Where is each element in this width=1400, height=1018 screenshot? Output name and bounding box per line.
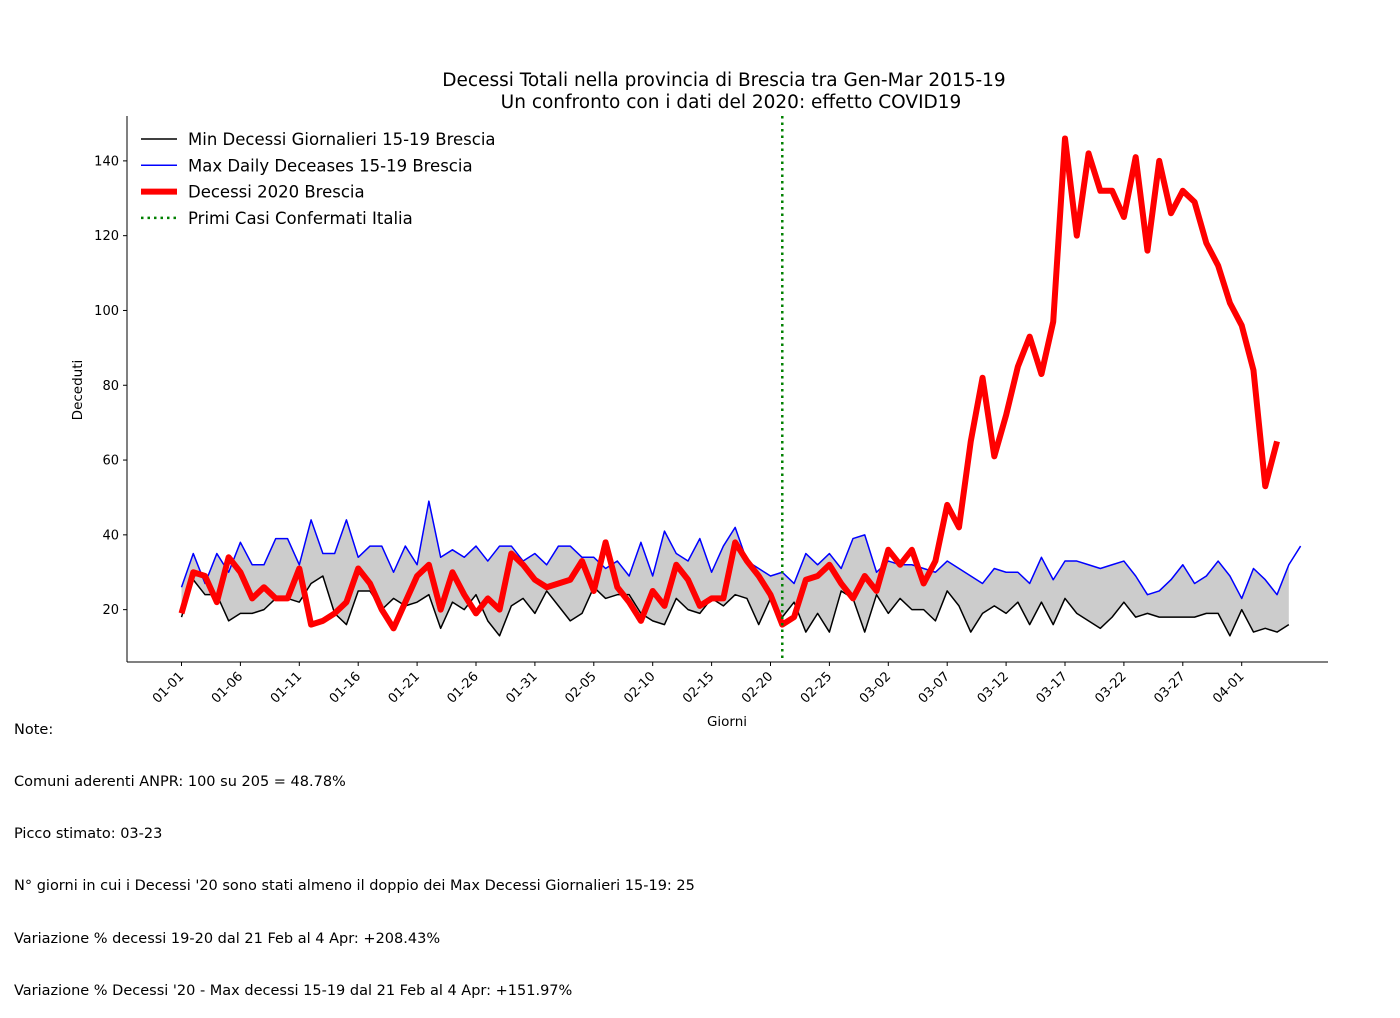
- x-tick-label: 03-07: [916, 669, 953, 706]
- note-peak: Picco stimato: 03-23: [14, 826, 163, 843]
- x-axis-label: Giorni: [707, 714, 747, 730]
- chart-title: Decessi Totali nella provincia di Bresci…: [442, 70, 1005, 91]
- y-tick-label: 140: [94, 154, 119, 169]
- x-tick-label: 02-25: [798, 669, 835, 706]
- series-line-3: [178, 135, 1280, 632]
- y-tick-label: 60: [102, 454, 119, 469]
- legend-label-4: Primi Casi Confermati Italia: [188, 209, 413, 228]
- y-tick-label: 20: [102, 603, 119, 618]
- legend-label-1: Min Decessi Giornalieri 15-19 Brescia: [188, 130, 496, 149]
- y-tick-label: 80: [102, 379, 119, 394]
- notes-heading: Note:: [14, 721, 54, 738]
- note-days-double: N° giorni in cui i Decessi '20 sono stat…: [14, 878, 695, 895]
- x-tick-label: 02-20: [739, 669, 776, 706]
- notes-block: Note: Comuni aderenti ANPR: 100 su 205 =…: [14, 687, 695, 1018]
- note-variation-max: Variazione % Decessi '20 - Max decessi 1…: [14, 982, 573, 999]
- y-axis-label: Deceduti: [70, 360, 86, 421]
- legend-label-3: Decessi 2020 Brescia: [188, 183, 365, 202]
- legend: Min Decessi Giornalieri 15-19 Brescia Max…: [141, 130, 496, 228]
- y-tick-label: 120: [94, 229, 119, 244]
- x-tick-label: 03-02: [857, 669, 894, 706]
- legend-label-2: Max Daily Deceases 15-19 Brescia: [188, 156, 473, 175]
- note-variation-19-20: Variazione % decessi 19-20 dal 21 Feb al…: [14, 930, 441, 947]
- chart: Decessi Totali nella provincia di Bresci…: [70, 70, 1328, 730]
- series-line-1: [180, 575, 1290, 637]
- x-tick-label: 03-22: [1092, 669, 1129, 706]
- min-max-fill-band: [181, 501, 1289, 636]
- x-tick-label: 03-17: [1034, 669, 1071, 706]
- note-anpr: Comuni aderenti ANPR: 100 su 205 = 48.78…: [14, 774, 346, 791]
- y-tick-label: 40: [102, 528, 119, 543]
- x-tick-label: 03-27: [1151, 669, 1188, 706]
- x-tick-label: 03-12: [975, 669, 1012, 706]
- chart-subtitle: Un confronto con i dati del 2020: effett…: [501, 92, 962, 113]
- series-line-2: [180, 500, 1302, 600]
- x-tick-label: 04-01: [1210, 669, 1247, 706]
- y-tick-label: 100: [94, 304, 119, 319]
